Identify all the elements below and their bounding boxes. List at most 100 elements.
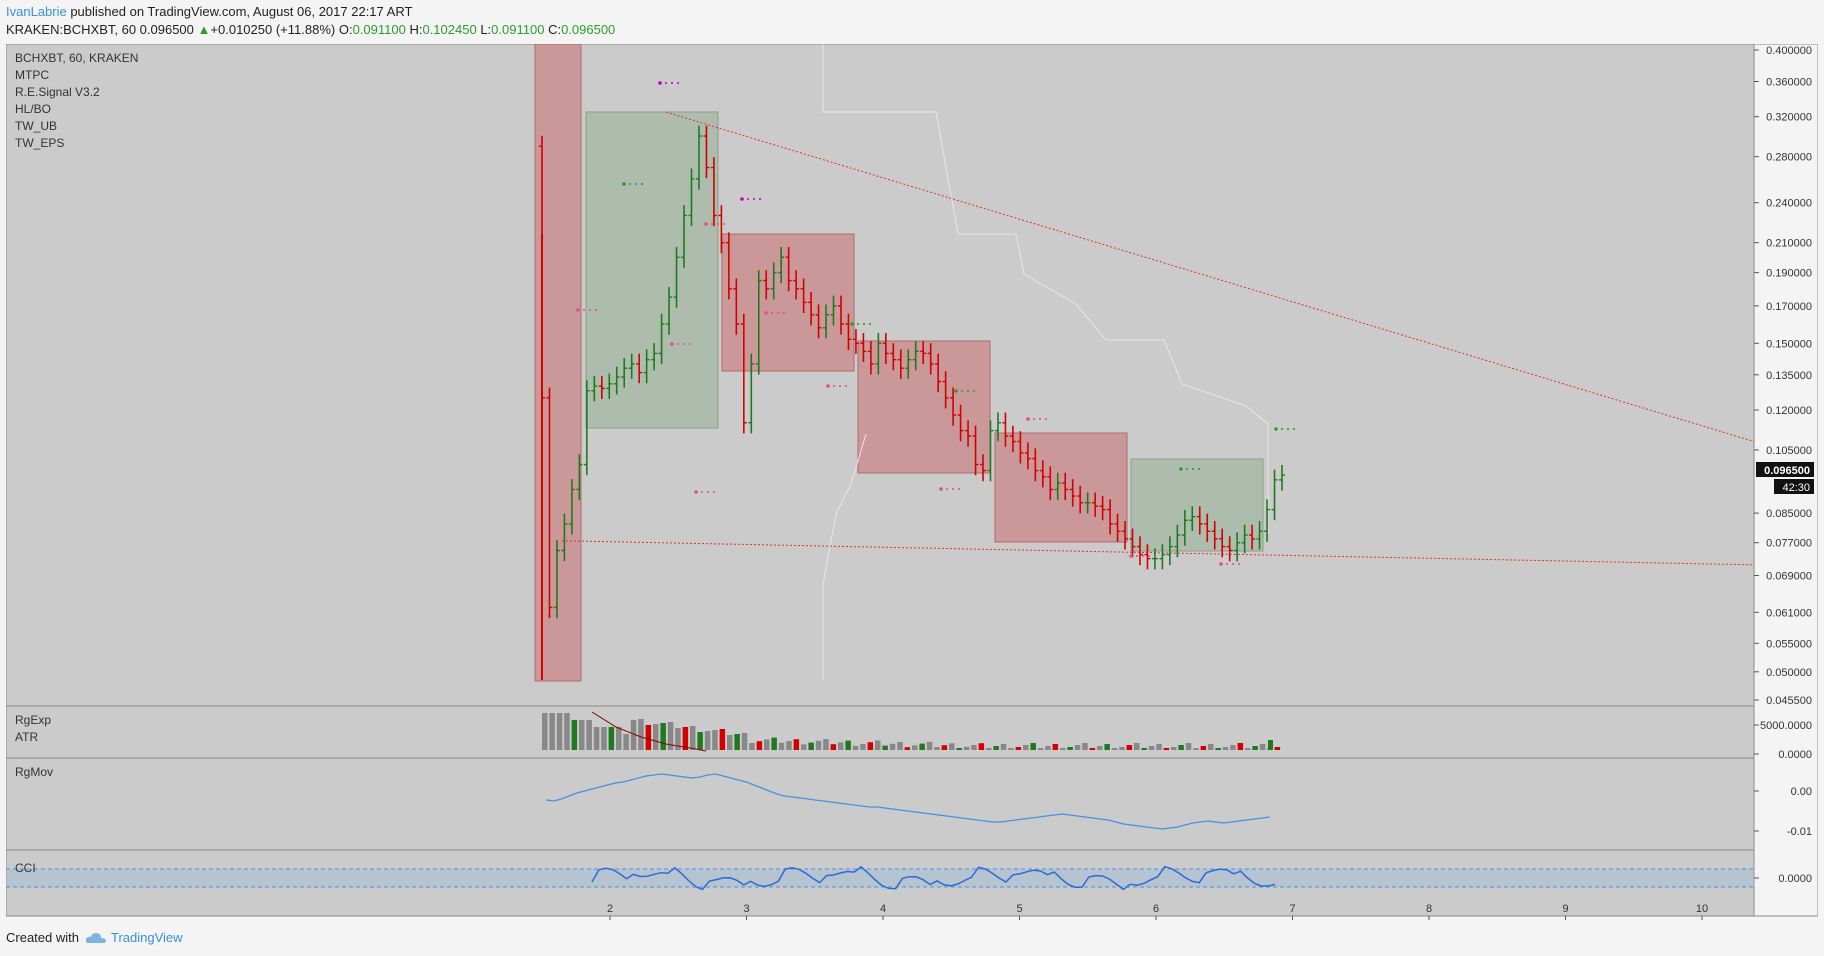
symbol-line: KRAKEN:BCHXBT, 60 — [6, 22, 137, 37]
candle-6 — [583, 380, 590, 476]
candle-89 — [1204, 513, 1211, 542]
rgmov-pane[interactable] — [5, 757, 1755, 851]
volume-bar-83 — [1156, 744, 1162, 750]
chart-frame[interactable]: 0.400000 0.360000 0.320000 0.280000 0.240000… — [5, 43, 1819, 921]
candle-82 — [1151, 548, 1158, 570]
price-label-10: 0.120000 — [1766, 405, 1812, 417]
volume-bar-27 — [741, 733, 748, 750]
trendlines-group — [561, 111, 1755, 566]
candle-71 — [1069, 479, 1076, 507]
resistance-trendline[interactable] — [665, 111, 1755, 442]
volume-bar-76 — [1104, 744, 1110, 750]
main-legend: BCHXBT, 60, KRAKEN MTPC R.E.Signal V3.2 … — [15, 50, 138, 152]
legend-cci[interactable]: CCI — [15, 861, 36, 875]
volume-bar-10 — [616, 727, 622, 750]
candle-12 — [628, 353, 635, 379]
time-label-1: 3 — [743, 903, 749, 915]
volume-bar-20 — [690, 726, 696, 750]
legend-rgexp[interactable]: RgExp — [15, 713, 52, 727]
legend-twub[interactable]: TW_UB — [15, 119, 57, 133]
tradingview-cloud-icon — [85, 932, 106, 943]
legend-resignal[interactable]: R.E.Signal V3.2 — [15, 85, 100, 99]
volume-bar-28 — [749, 743, 755, 750]
volume-bar-21 — [697, 732, 703, 750]
candle-28 — [748, 353, 755, 434]
volume-bar-89 — [1200, 746, 1207, 750]
author-link[interactable]: IvanLabrie — [6, 4, 67, 19]
price-axis[interactable]: 0.400000 0.360000 0.320000 0.280000 0.240000… — [1754, 45, 1812, 707]
candle-9 — [606, 373, 613, 400]
time-label-5: 7 — [1289, 903, 1295, 915]
signal-mark-0 — [658, 81, 679, 85]
candle-32 — [778, 246, 785, 284]
range-box-5 — [994, 432, 1128, 543]
candle-88 — [1196, 506, 1203, 535]
price-label-3: 0.280000 — [1766, 152, 1812, 164]
time-label-7: 9 — [1562, 903, 1568, 915]
rgmov-legend: RgMov — [15, 764, 53, 781]
candle-53 — [935, 353, 942, 393]
legend-mtpc[interactable]: MTPC — [15, 68, 49, 82]
time-label-6: 8 — [1426, 903, 1432, 915]
candle-76 — [1107, 499, 1114, 535]
volume-bar-32 — [778, 742, 785, 750]
legend-tweps[interactable]: TW_EPS — [15, 136, 65, 150]
volume-bar-77 — [1111, 748, 1118, 750]
candle-31 — [770, 262, 777, 300]
candle-67 — [1039, 460, 1046, 488]
time-label-2: 4 — [880, 903, 886, 915]
close-value: 0.096500 — [561, 22, 616, 37]
volume-bar-52 — [926, 741, 933, 750]
volume-bar-75 — [1097, 746, 1103, 750]
candle-7 — [591, 375, 598, 402]
price-label-0: 0.400000 — [1766, 45, 1812, 57]
support-trendline[interactable] — [561, 540, 1755, 566]
time-axis[interactable]: 2 3 4 5 6 7 8 9 10 — [607, 903, 1708, 921]
volume-bar-60 — [986, 748, 992, 750]
volume-bar-44 — [867, 742, 874, 750]
candle-30 — [763, 270, 770, 300]
candle-42 — [852, 329, 859, 354]
legend-rgmov[interactable]: RgMov — [15, 765, 54, 779]
candle-40 — [837, 295, 844, 335]
candle-74 — [1092, 492, 1099, 517]
signal-mark-4 — [670, 342, 691, 346]
volume-bar-78 — [1119, 747, 1125, 750]
rgexp-axis-top: 5000.0000 — [1760, 720, 1812, 732]
legend-symbol[interactable]: BCHXBT, 60, KRAKEN — [15, 51, 139, 65]
volume-bar-81 — [1141, 748, 1147, 750]
time-label-8: 10 — [1696, 903, 1708, 915]
volume-bar-45 — [875, 740, 881, 750]
candle-47 — [890, 343, 897, 371]
candle-95 — [1249, 524, 1256, 550]
tradingview-label[interactable]: TradingView — [110, 930, 183, 945]
volume-bar-61 — [993, 746, 999, 750]
price-label-12: 0.085000 — [1766, 508, 1812, 520]
candle-49 — [905, 349, 912, 379]
candle-70 — [1062, 472, 1069, 501]
publish-line: IvanLabrie published on TradingView.com,… — [6, 3, 615, 21]
candle-38 — [823, 304, 830, 339]
candle-34 — [793, 270, 800, 300]
signal-mark-15 — [850, 322, 871, 326]
rgexp-pane[interactable] — [5, 705, 1755, 759]
volume-bar-97 — [1259, 744, 1266, 750]
signal-mark-8 — [939, 487, 960, 491]
chart-svg[interactable]: 0.400000 0.360000 0.320000 0.280000 0.240000… — [5, 43, 1819, 921]
volume-bar-68 — [1045, 746, 1051, 750]
volume-bar-59 — [978, 743, 985, 750]
candle-96 — [1256, 520, 1263, 550]
candle-84 — [1166, 536, 1173, 566]
volume-bar-11 — [623, 734, 629, 750]
candle-72 — [1077, 485, 1084, 514]
legend-hlbo[interactable]: HL/BO — [15, 102, 52, 116]
candle-93 — [1234, 532, 1241, 562]
candle-37 — [815, 304, 822, 339]
volume-bar-3 — [564, 713, 570, 750]
rgmov-axis-neg: -0.01 — [1787, 826, 1812, 838]
legend-atr[interactable]: ATR — [15, 730, 39, 744]
candle-54 — [942, 371, 949, 409]
volume-bar-4 — [571, 720, 578, 750]
tradingview-brand[interactable]: TradingView — [85, 930, 183, 945]
high-value: 0.102450 — [422, 22, 477, 37]
